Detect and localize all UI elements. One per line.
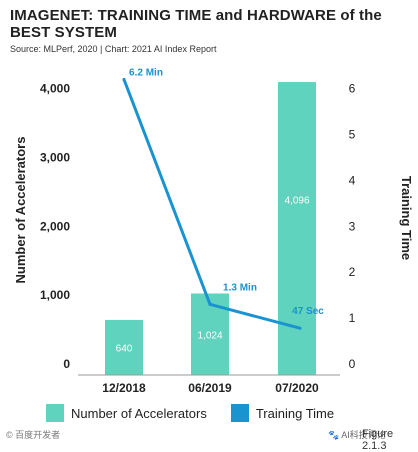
legend-item-accelerators: Number of Accelerators [46,404,207,422]
left-tick-label: 3,000 [40,150,70,164]
legend-item-training-time: Training Time [230,404,335,422]
right-tick-label: 1 [349,311,356,325]
bar-value-label: 1,024 [197,330,222,341]
chart-title: IMAGENET: TRAINING TIME and HARDWARE of … [10,7,382,41]
right-tick-label: 3 [349,219,356,233]
line-point [122,77,126,81]
line-point [208,302,212,306]
right-tick-label: 5 [349,128,356,142]
figure-label: Figure 2.1.3 [362,428,394,452]
x-tick-label: 06/2019 [188,381,232,395]
training-time-line [122,77,302,330]
line-point [298,326,302,330]
right-tick-label: 2 [349,265,356,279]
right-tick-label: 6 [349,82,356,96]
line-value-label: 1.3 Min [223,282,257,293]
chart-subtitle: Source: MLPerf, 2020 | Chart: 2021 AI In… [10,44,217,54]
chart-legend: Number of Accelerators Training Time [46,404,358,422]
left-tick-label: 0 [63,357,70,371]
left-tick-label: 2,000 [40,219,70,233]
bar [278,82,316,376]
left-tick-label: 4,000 [40,82,70,96]
bar-value-label: 640 [116,343,133,354]
watermark-right: 🐾 AI科技评论 [328,430,386,440]
right-axis-label: Training Time [399,176,414,260]
left-axis-ticks: 0 1,000 2,000 3,000 4,000 [40,82,70,371]
legend-swatch-training-time [230,404,249,422]
bar [105,319,143,375]
line-value-label: 6.2 Min [129,67,163,78]
bar-value-labels: 640 1,024 4,096 [116,195,310,354]
x-tick-label: 12/2018 [102,381,146,395]
x-axis-ticks: 12/2018 06/2019 07/2020 [102,381,319,395]
line-value-label: 47 Sec [292,306,324,317]
left-axis-label: Number of Accelerators [13,137,28,284]
line-value-labels: 6.2 Min 1.3 Min 47 Sec [129,67,324,317]
legend-label-accelerators: Number of Accelerators [71,405,207,421]
line-series [122,77,302,330]
bar-value-label: 4,096 [284,195,309,206]
left-tick-label: 1,000 [40,288,70,302]
watermark-left: © 百度开发者 [6,430,61,440]
x-tick-label: 07/2020 [275,381,319,395]
legend-swatch-accelerators [46,404,64,422]
right-tick-label: 4 [349,173,356,187]
right-axis-ticks: 0 1 2 3 4 5 6 [349,82,356,371]
legend-label-training-time: Training Time [255,405,335,421]
right-tick-label: 0 [349,357,356,371]
